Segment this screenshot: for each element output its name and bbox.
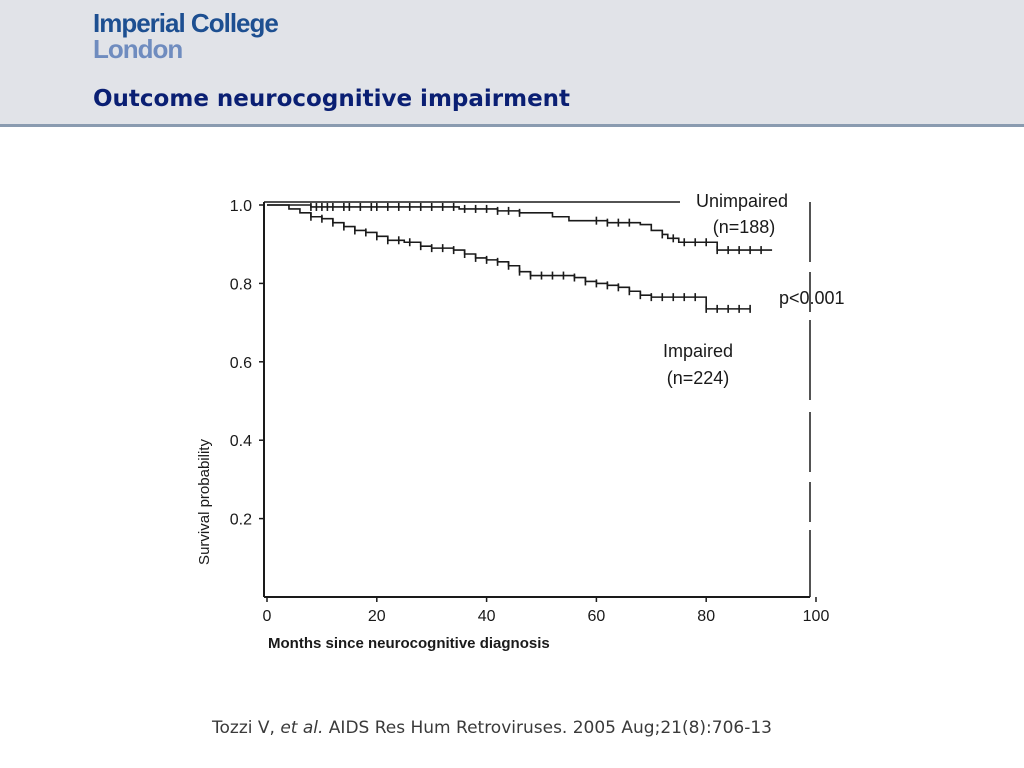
x-tick-label: 40: [478, 608, 496, 625]
citation-source: AIDS Res Hum Retroviruses. 2005 Aug;21(8…: [328, 718, 772, 738]
x-tick-label: 100: [803, 608, 830, 625]
series-impaired: [267, 204, 751, 313]
x-axis-label: Months since neurocognitive diagnosis: [268, 635, 550, 652]
logo-line2: London: [93, 34, 183, 64]
citation: Tozzi V, et al. AIDS Res Hum Retroviruse…: [212, 718, 772, 738]
chart-axes: 0.2 0.4 0.6 0.8 1.0 0 20 40 60 80 100 Months since …: [196, 198, 829, 652]
x-tick-label: 0: [263, 608, 272, 625]
x-tick-label: 20: [368, 608, 386, 625]
survival-curve-impaired: [267, 204, 751, 310]
citation-etal: et al.: [280, 718, 324, 738]
y-tick-label: 1.0: [230, 198, 252, 215]
citation-author: Tozzi V,: [212, 718, 275, 738]
series-unimpaired: [267, 202, 773, 255]
label-impaired: Impaired: [663, 341, 733, 361]
y-axis-label: Survival probability: [196, 439, 213, 565]
logo-line1: Imperial College: [93, 8, 279, 38]
chart-labels: Unimpaired (n=188) Impaired (n=224) p<0.001: [663, 191, 845, 388]
label-unimpaired-n: (n=188): [713, 217, 776, 237]
imperial-college-logo: Imperial College London: [93, 8, 279, 64]
slide-header: Imperial College London Outcome neurocog…: [0, 0, 1024, 127]
y-tick-label: 0.2: [230, 512, 252, 529]
y-tick-label: 0.4: [230, 433, 252, 450]
slide-title: Outcome neurocognitive impairment: [93, 86, 571, 112]
y-tick-label: 0.8: [230, 276, 252, 293]
chart-series: [267, 202, 773, 313]
x-tick-label: 80: [697, 608, 715, 625]
y-tick-label: 0.6: [230, 355, 252, 372]
p-value-annotation: p<0.001: [779, 288, 845, 308]
label-unimpaired: Unimpaired: [696, 191, 788, 211]
label-impaired-n: (n=224): [667, 368, 730, 388]
x-tick-label: 60: [588, 608, 606, 625]
